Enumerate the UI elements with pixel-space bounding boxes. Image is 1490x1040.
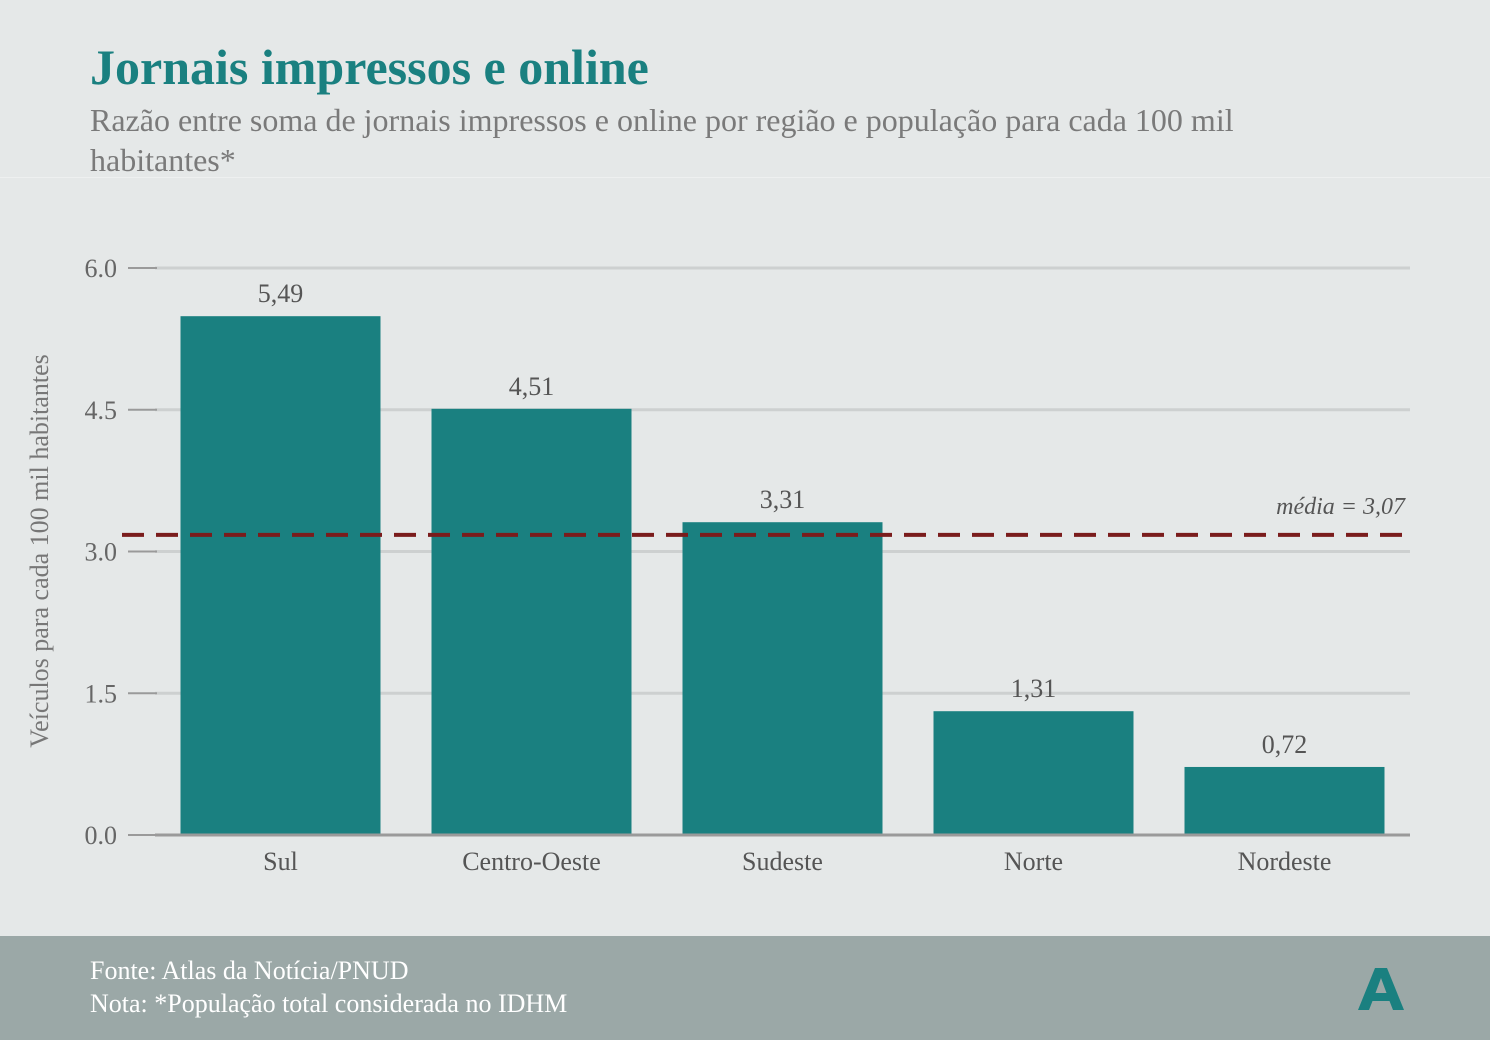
y-tick-label: 6.0 bbox=[85, 254, 118, 283]
x-tick-label: Nordeste bbox=[1238, 847, 1332, 876]
bar-value-label: 0,72 bbox=[1262, 730, 1308, 759]
bar-value-label: 5,49 bbox=[258, 279, 304, 308]
bar-value-label: 4,51 bbox=[509, 372, 555, 401]
chart-subtitle: Razão entre soma de jornais impressos e … bbox=[90, 102, 1234, 178]
bar-sul bbox=[180, 316, 381, 835]
bar-centro-oeste bbox=[431, 408, 632, 835]
x-tick-label: Sudeste bbox=[742, 847, 823, 876]
y-tick-label: 4.5 bbox=[85, 396, 118, 425]
footer: Fonte: Atlas da Notícia/PNUD Nota: *Popu… bbox=[0, 936, 1490, 1040]
bar-value-label: 1,31 bbox=[1011, 674, 1057, 703]
x-tick-label: Norte bbox=[1004, 847, 1063, 876]
chart-title: Jornais impressos e online bbox=[90, 39, 649, 95]
bar-nordeste bbox=[1184, 766, 1385, 835]
mean-line-label: média = 3,07 bbox=[1276, 494, 1406, 520]
x-tick-label: Centro-Oeste bbox=[462, 847, 601, 876]
x-tick-label: Sul bbox=[263, 847, 298, 876]
bar-chart: 0.0 1.5 3.0 4.5 6.0 5,49 Sul 4,51 Centro-Oeste 3,… bbox=[25, 254, 1410, 876]
chart-header: Jornais impressos e online Razão entre s… bbox=[0, 0, 1490, 178]
y-tick-label: 1.5 bbox=[85, 679, 118, 708]
y-tick-label: 0.0 bbox=[85, 821, 118, 850]
footer-source: Fonte: Atlas da Notícia/PNUD bbox=[90, 956, 409, 985]
footer-note: Nota: *População total considerada no ID… bbox=[90, 989, 568, 1018]
y-tick-label: 3.0 bbox=[85, 538, 118, 567]
bar-sudeste bbox=[682, 522, 883, 835]
y-axis-title: Veículos para cada 100 mil habitantes bbox=[25, 354, 54, 747]
bar-norte bbox=[933, 711, 1134, 835]
atlas-logo-icon bbox=[1358, 968, 1404, 1010]
header-divider bbox=[0, 177, 1490, 178]
bar-value-label: 3,31 bbox=[760, 485, 806, 514]
